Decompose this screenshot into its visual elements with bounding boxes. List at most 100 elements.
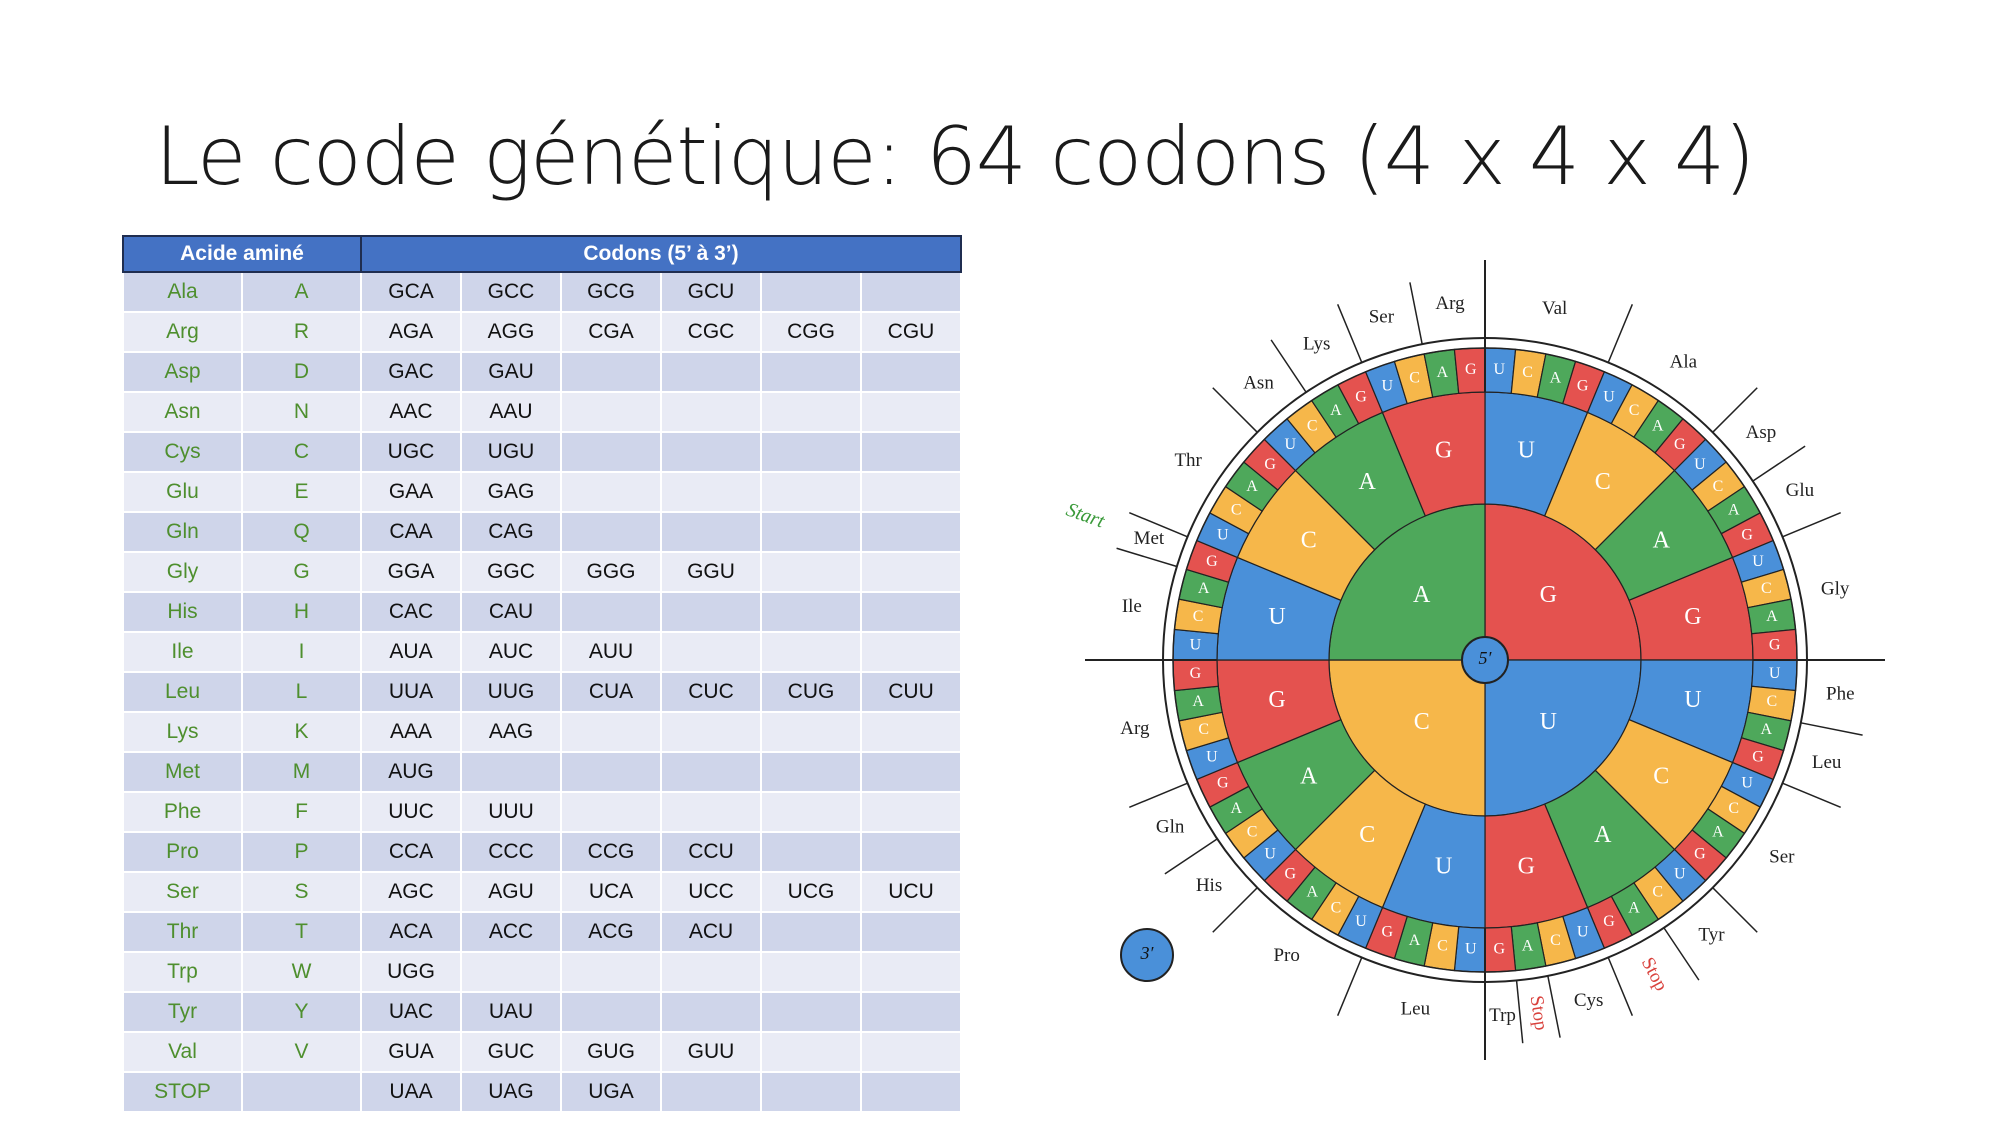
- codon-cell: GAU: [460, 351, 562, 393]
- amino-acid-label: Val: [1542, 298, 1567, 319]
- divider-line: [1116, 547, 1178, 568]
- divider-line: [1212, 887, 1258, 933]
- codon-cell: GUU: [660, 1031, 762, 1073]
- codon-cell: GUA: [360, 1031, 462, 1073]
- outer-sector-label: C: [1713, 478, 1724, 495]
- outer-sector-label: G: [1217, 775, 1229, 792]
- outer-sector-label: A: [1522, 938, 1534, 955]
- codon-cell: AAC: [360, 391, 462, 433]
- letter-cell: [241, 1071, 362, 1113]
- middle-sector-label: A: [1594, 822, 1612, 848]
- outer-sector-label: G: [1355, 389, 1367, 406]
- codon-cell: [860, 551, 962, 593]
- codon-cell: [860, 911, 962, 953]
- outer-sector-label: A: [1728, 502, 1740, 519]
- codon-cell: [460, 951, 562, 993]
- outer-sector-label: C: [1522, 364, 1533, 381]
- letter-cell: R: [241, 311, 362, 353]
- letter-cell: Y: [241, 991, 362, 1033]
- codon-cell: [660, 1071, 762, 1113]
- codon-cell: AGA: [360, 311, 462, 353]
- start-label: Start: [1063, 499, 1107, 533]
- middle-sector-label: U: [1518, 438, 1535, 464]
- codon-cell: [860, 1071, 962, 1113]
- codon-cell: [860, 511, 962, 553]
- codon-cell: CCG: [560, 831, 662, 873]
- codon-cell: [760, 831, 862, 873]
- amino-acid-cell: Gly: [122, 551, 243, 593]
- codon-cell: [860, 1031, 962, 1073]
- codon-cell: UUG: [460, 671, 562, 713]
- codon-cell: [760, 991, 862, 1033]
- codon-cell: UUC: [360, 791, 462, 833]
- amino-acid-label: Leu: [1812, 752, 1842, 773]
- outer-sector-label: A: [1306, 884, 1318, 901]
- amino-acid-label: Asn: [1243, 372, 1274, 393]
- divider-line: [1782, 782, 1841, 809]
- letter-cell: T: [241, 911, 362, 953]
- divider-line: [1712, 387, 1758, 433]
- outer-sector-label: A: [1198, 580, 1210, 597]
- table-row: Glu E GAA GAG: [122, 471, 962, 513]
- codon-cell: AUC: [460, 631, 562, 673]
- amino-acid-cell: Leu: [122, 671, 243, 713]
- codon-cell: [760, 1071, 862, 1113]
- codon-cell: CCA: [360, 831, 462, 873]
- codon-cell: UGU: [460, 431, 562, 473]
- codon-cell: GGC: [460, 551, 562, 593]
- amino-acid-label: Met: [1134, 528, 1165, 549]
- outer-sector-label: U: [1465, 940, 1477, 957]
- amino-acid-cell: Gln: [122, 511, 243, 553]
- amino-acid-label: Ser: [1769, 847, 1795, 868]
- letter-cell: C: [241, 431, 362, 473]
- outer-sector-label: U: [1752, 553, 1764, 570]
- letter-cell: L: [241, 671, 362, 713]
- table-row: Val V GUA GUC GUG GUU: [122, 1031, 962, 1073]
- divider-line: [1782, 511, 1841, 538]
- outer-sector-label: U: [1206, 748, 1218, 765]
- amino-acid-label: Phe: [1826, 683, 1855, 704]
- codon-cell: CAA: [360, 511, 462, 553]
- table-row: Ala A GCA GCC GCG GCU: [122, 271, 962, 313]
- letter-cell: H: [241, 591, 362, 633]
- codon-cell: [660, 991, 762, 1033]
- codon-cell: [560, 431, 662, 473]
- outer-sector-label: C: [1761, 580, 1772, 597]
- codon-cell: [560, 511, 662, 553]
- table-row: Trp W UGG: [122, 951, 962, 993]
- amino-acid-cell: STOP: [122, 1071, 243, 1113]
- outer-sector-label: U: [1603, 389, 1615, 406]
- amino-acid-cell: Trp: [122, 951, 243, 993]
- codon-cell: [660, 511, 762, 553]
- outer-sector-label: C: [1198, 721, 1209, 738]
- outer-sector-label: A: [1437, 364, 1449, 381]
- amino-acid-cell: Phe: [122, 791, 243, 833]
- outer-sector-label: G: [1603, 913, 1615, 930]
- letter-cell: K: [241, 711, 362, 753]
- outer-sector-label: C: [1629, 402, 1640, 419]
- middle-sector-label: G: [1518, 853, 1535, 879]
- outer-sector-label: G: [1674, 436, 1686, 453]
- codon-cell: [660, 431, 762, 473]
- codon-cell: UCC: [660, 871, 762, 913]
- codon-cell: AUA: [360, 631, 462, 673]
- middle-sector-label: G: [1435, 438, 1452, 464]
- codon-cell: AAG: [460, 711, 562, 753]
- inner-sector-label: A: [1413, 582, 1431, 608]
- codon-cell: [560, 751, 662, 793]
- codon-cell: [860, 991, 962, 1033]
- codon-cell: [760, 591, 862, 633]
- outer-sector-label: A: [1628, 899, 1640, 916]
- outer-sector-label: C: [1193, 608, 1204, 625]
- middle-sector-label: C: [1595, 469, 1611, 495]
- codon-cell: [760, 1031, 862, 1073]
- codon-cell: [660, 471, 762, 513]
- codon-cell: [860, 351, 962, 393]
- outer-sector-label: G: [1493, 940, 1505, 957]
- codon-cell: [660, 631, 762, 673]
- middle-sector-label: C: [1359, 822, 1375, 848]
- outer-sector-label: A: [1230, 800, 1242, 817]
- codon-cell: CGA: [560, 311, 662, 353]
- amino-acid-cell: Thr: [122, 911, 243, 953]
- table-row: Gly G GGA GGC GGG GGU: [122, 551, 962, 593]
